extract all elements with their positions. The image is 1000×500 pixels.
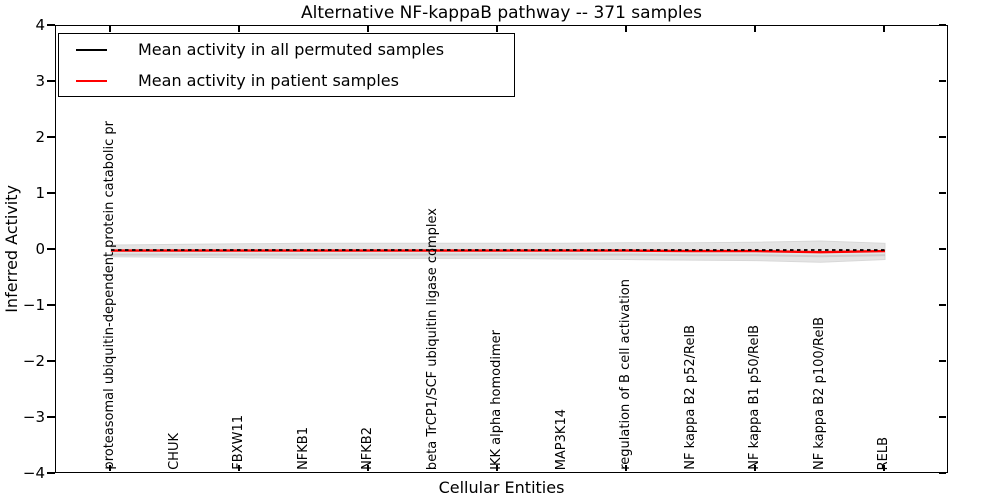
y-tick-right [939, 248, 946, 250]
y-tick-left [47, 472, 55, 474]
entity-label: regulation of B cell activation [618, 279, 633, 470]
y-tick-left [47, 304, 55, 306]
legend-label: Mean activity in patient samples [138, 71, 399, 90]
entity-label: FBXW11 [231, 415, 246, 470]
x-tick-bottom [109, 465, 111, 471]
entity-label: NFKB2 [360, 427, 375, 470]
legend-label: Mean activity in all permuted samples [138, 40, 445, 59]
x-tick-top [238, 26, 240, 32]
y-tick-right [939, 80, 946, 82]
y-tick-right [939, 136, 946, 138]
x-tick-bottom [625, 465, 627, 471]
y-tick-label: 3 [35, 72, 45, 90]
x-tick-top [367, 26, 369, 32]
y-tick-left [47, 136, 55, 138]
y-tick-left [47, 360, 55, 362]
entity-label: NF kappa B2 p100/RelB [811, 317, 827, 470]
x-tick-top [496, 26, 498, 32]
y-tick-right [939, 416, 946, 418]
y-tick-left [47, 248, 55, 250]
y-tick-label: −1 [22, 296, 45, 314]
x-tick-top [754, 26, 756, 32]
entity-label: NF kappa B2 p52/RelB [682, 325, 698, 470]
x-tick-top [883, 26, 885, 32]
plot-area: proteasomal ubiquitin-dependent protein … [55, 25, 948, 473]
entity-label: NF kappa B1 p50/RelB [747, 325, 762, 470]
x-axis-label: Cellular Entities [438, 478, 565, 497]
legend-entry: Mean activity in all permuted samples [59, 34, 514, 65]
legend-box: Mean activity in all permuted samples Mea… [58, 33, 515, 97]
y-tick-label: 0 [35, 240, 45, 258]
y-tick-label: −3 [22, 408, 45, 426]
entity-label: proteasomal ubiquitin-dependent protein … [102, 121, 117, 470]
y-tick-left [47, 80, 55, 82]
entity-label: IKK alpha homodimer [489, 330, 504, 470]
legend-line-sample [76, 79, 107, 82]
y-tick-right [939, 24, 946, 26]
y-tick-left [47, 192, 55, 194]
legend-entry: Mean activity in patient samples [59, 65, 514, 96]
x-tick-bottom [367, 465, 369, 471]
y-tick-label: 1 [35, 184, 45, 202]
y-tick-label: 2 [35, 128, 45, 146]
entity-label: CHUK [166, 433, 182, 470]
entity-label: NFKB1 [295, 427, 311, 470]
x-tick-bottom [883, 465, 885, 471]
x-tick-bottom [754, 465, 756, 471]
x-tick-bottom [496, 465, 498, 471]
entity-label: MAP3K14 [553, 408, 569, 470]
y-tick-left [47, 24, 55, 26]
chart-canvas [110, 240, 886, 263]
y-tick-right [939, 304, 946, 306]
y-tick-right [939, 360, 946, 362]
band-inner-shade [111, 253, 886, 258]
y-tick-left [47, 416, 55, 418]
x-tick-top [109, 26, 111, 32]
x-tick-top [625, 26, 627, 32]
y-tick-right [939, 472, 946, 474]
chart-title: Alternative NF-kappaB pathway -- 371 sam… [301, 3, 702, 23]
y-tick-label: 4 [35, 16, 45, 34]
y-tick-label: −2 [22, 352, 45, 370]
y-tick-right [939, 192, 946, 194]
y-tick-label: −4 [22, 464, 45, 482]
entity-label: beta TrCP1/SCF ubiquitin ligase complex [424, 207, 440, 470]
x-tick-bottom [238, 465, 240, 471]
legend-line-sample [76, 48, 107, 51]
